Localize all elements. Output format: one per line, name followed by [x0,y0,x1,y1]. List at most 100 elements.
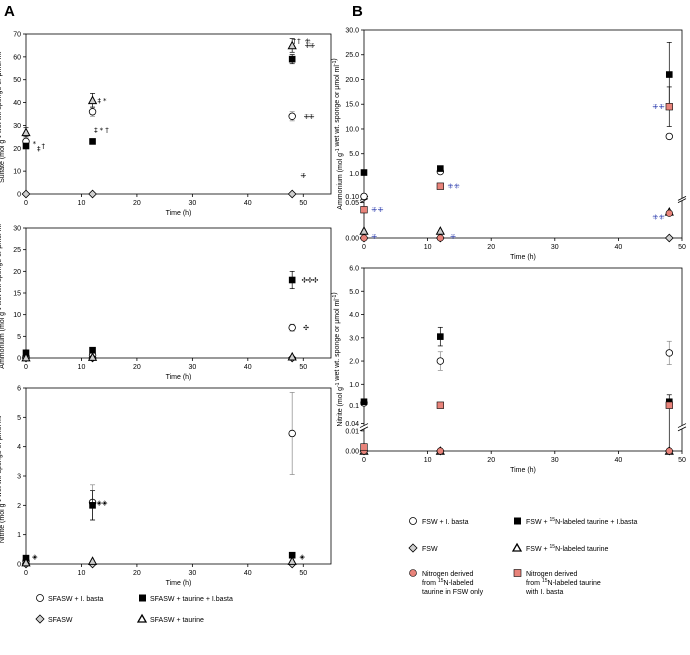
y-tick-label: 5 [17,334,21,341]
significance-mark: ⁜ [305,42,311,50]
chart-a3: 0 10 20 30 40 50 0 1 2 3 4 5 6 Time (h) Nitrite (mol g… [0,386,332,587]
legend-a-diamond-label: SFASW [48,617,73,624]
x-axis-label: Time (h) [166,374,192,381]
data-point [87,352,98,361]
significance-mark: ⁜ [371,233,377,241]
data-point [88,189,97,199]
chart-b1: 0 10 20 30 40 50 0.00 0.050.10 1.0 5.0 10.0 15.0 20.… [331,28,687,261]
x-tick-label: 10 [78,200,86,207]
data-point [288,276,296,284]
data-point [288,55,296,63]
data-point [360,398,368,406]
y-tick-label: 0 [17,562,21,569]
significance-mark: ‡ [37,145,41,153]
x-tick-label: 0 [24,200,28,207]
y-tick-label: 10 [13,169,21,176]
series-diamond [21,189,297,199]
x-tick-label: 50 [678,244,686,251]
significance-mark: ⁜ [652,103,658,111]
y-tick-label: 70 [13,32,21,39]
y-tick-label: 1.0 [349,171,359,178]
legend-b-square-label: FSW + 15N-labeled taurine + I.basta [526,517,638,526]
significance-mark: ⁜ [309,42,315,50]
series-circle [22,106,296,147]
y-tick-label: 25.0 [345,52,359,59]
legend-b: FSW + I. basta FSW + 15N-labeled taurine… [408,517,638,596]
chart-a2: 0 10 20 30 40 50 0 5 10 15 20 25 30 Time (h) Ammonium … [0,217,332,381]
y-tick-label: 5.0 [349,289,359,296]
data-point [288,429,296,438]
series-square [22,54,296,150]
significance-mark: ⁜ [300,172,306,180]
legend-a-triangle-label: SFASW + taurine [150,617,204,624]
data-point [360,234,368,242]
legend-a-circle-marker [36,594,44,602]
y-tick-label: 15 [13,291,21,298]
legend-b-salmon-square-line2: from 15N-labeled taurine [526,578,601,587]
x-tick-label: 30 [188,364,196,371]
x-tick-label: 0 [362,244,366,251]
legend-b-salmon-circle-line1: Nitrogen derived [422,571,473,578]
axis-break-mark [677,196,687,201]
data-point [435,226,445,235]
significance-mark: ⁜ [304,113,310,121]
y-tick-label: 4 [17,444,21,451]
significance-mark: ◈ [97,499,103,507]
axis-break-mark [677,426,687,432]
x-tick-label: 50 [299,570,307,577]
x-tick-label: 20 [487,457,495,464]
axis-break-gap [679,425,686,429]
y-tick-label: 20 [13,146,21,153]
x-tick-label: 50 [678,457,686,464]
legend-b-diamond-label: FSW [422,546,438,553]
y-tick-label: 2.0 [349,359,359,366]
significance-mark: ✣ [313,277,319,285]
x-tick-label: 10 [78,364,86,371]
significance-mark: ‡ [94,127,98,135]
x-tick-label: 50 [299,200,307,207]
data-point [360,206,368,214]
data-point [360,169,368,176]
axis-break-mark [359,426,369,432]
legend-b-diamond-marker [408,543,418,553]
y-tick-label: 1.0 [349,382,359,389]
significance-mark: ◈ [32,553,38,561]
data-point [22,142,30,150]
series-square [360,326,673,452]
data-point [89,346,96,354]
legend-a-square-label: SFASW + taurine + I.basta [150,596,233,603]
y-axis-label: Ammonium (mol g-1 wet wt. sponge or μmol… [0,217,6,368]
significance-mark: ◈ [299,553,305,561]
series-triangle [359,206,674,235]
y-axis-label: Nitrite (mol g-1 wet wt. sponge or μmol … [0,409,6,543]
significance-mark: ◈ [102,499,108,507]
y-tick-label: 0 [17,356,21,363]
y-tick-label: 0.10 [345,194,359,201]
legend-b-salmon-square-marker [513,569,522,577]
x-tick-label: 10 [424,244,432,251]
x-tick-label: 10 [78,570,86,577]
x-tick-label: 40 [244,364,252,371]
chart-a1: 0 10 20 30 40 50 0 10 20 30 40 50 60 70 Time (h) Sulfat… [0,32,332,217]
data-point [21,127,31,137]
axis-break-mark [359,423,369,428]
significance-mark: † [105,127,109,135]
y-tick-label: 10 [13,312,21,319]
series-triangle [21,351,297,362]
significance-mark: ⁜ [448,183,454,191]
chart-b2: 0 10 20 30 40 50 0.00 0.010.04 0.1 1.0 2.0 3.0 4.0 5.… [331,266,687,474]
data-point [87,95,98,105]
legend-b-salmon-square-line1: Nitrogen derived [526,571,577,578]
legend-b-triangle-label: FSW + 15N-labeled taurine [526,544,609,553]
significance-mark: † [297,37,301,45]
data-point [665,71,673,78]
series-circle [360,132,673,201]
y-axis-label: Sulfate (mol g-1 wet wt. sponge or μmol … [0,45,6,183]
axis-break-mark [677,198,687,203]
data-point [287,351,297,361]
data-point [21,189,31,199]
x-tick-label: 30 [551,244,559,251]
y-tick-label: 6.0 [349,266,359,273]
